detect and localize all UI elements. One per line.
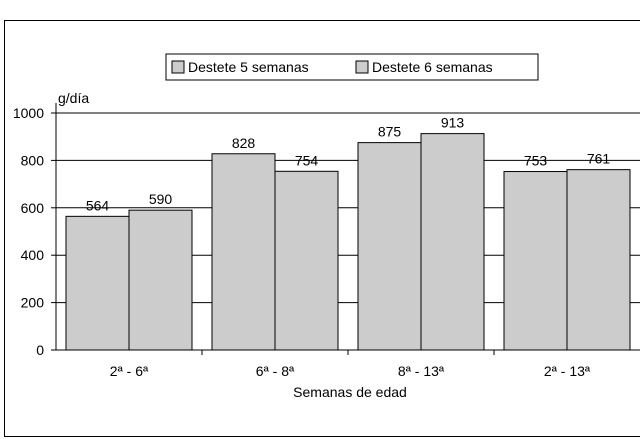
legend-swatch-series-1 bbox=[171, 60, 185, 74]
bar-series-2 bbox=[128, 209, 193, 351]
data-label: 913 bbox=[441, 115, 465, 131]
y-tick-labels: 0 200 400 600 800 1000 bbox=[13, 105, 44, 358]
bar-series-2 bbox=[420, 133, 485, 351]
y-axis-label: g/día bbox=[58, 90, 89, 106]
y-tick-label: 1000 bbox=[13, 105, 44, 121]
data-label: 828 bbox=[232, 135, 256, 151]
bar-series-2 bbox=[274, 170, 339, 351]
legend-label-series-1: Destete 5 semanas bbox=[188, 59, 309, 75]
chart-frame bbox=[4, 20, 640, 437]
data-labels: 564 590 828 754 875 913 753 761 bbox=[86, 115, 611, 214]
legend-label-series-2: Destete 6 semanas bbox=[372, 59, 493, 75]
bars bbox=[65, 133, 631, 351]
data-label: 590 bbox=[149, 191, 173, 207]
y-tick-label: 400 bbox=[21, 247, 45, 263]
bar-series-2 bbox=[566, 169, 631, 351]
y-tick-label: 0 bbox=[36, 342, 44, 358]
bar-series-1 bbox=[65, 215, 130, 351]
data-label: 564 bbox=[86, 197, 110, 213]
x-tick-label: 2ª - 13ª bbox=[544, 363, 591, 379]
y-tick-label: 600 bbox=[21, 200, 45, 216]
legend: Destete 5 semanas Destete 6 semanas bbox=[165, 53, 539, 81]
x-tick-labels: 2ª - 6ª 6ª - 8ª 8ª - 13ª 2ª - 13ª bbox=[110, 363, 591, 379]
axes bbox=[51, 103, 640, 355]
bar-series-1 bbox=[503, 171, 568, 351]
y-tick-label: 200 bbox=[21, 295, 45, 311]
data-label: 761 bbox=[587, 151, 611, 167]
data-label: 753 bbox=[524, 153, 548, 169]
x-axis-label: Semanas de edad bbox=[293, 384, 407, 400]
bar-series-1 bbox=[357, 142, 422, 351]
bar-series-1 bbox=[211, 153, 276, 351]
data-label: 754 bbox=[295, 152, 319, 168]
legend-box bbox=[165, 53, 539, 81]
x-tick-label: 2ª - 6ª bbox=[110, 363, 149, 379]
y-tick-label: 800 bbox=[21, 152, 45, 168]
data-label: 875 bbox=[378, 124, 402, 140]
x-tick-label: 8ª - 13ª bbox=[398, 363, 445, 379]
x-tick-label: 6ª - 8ª bbox=[256, 363, 295, 379]
legend-swatch-series-2 bbox=[355, 60, 369, 74]
